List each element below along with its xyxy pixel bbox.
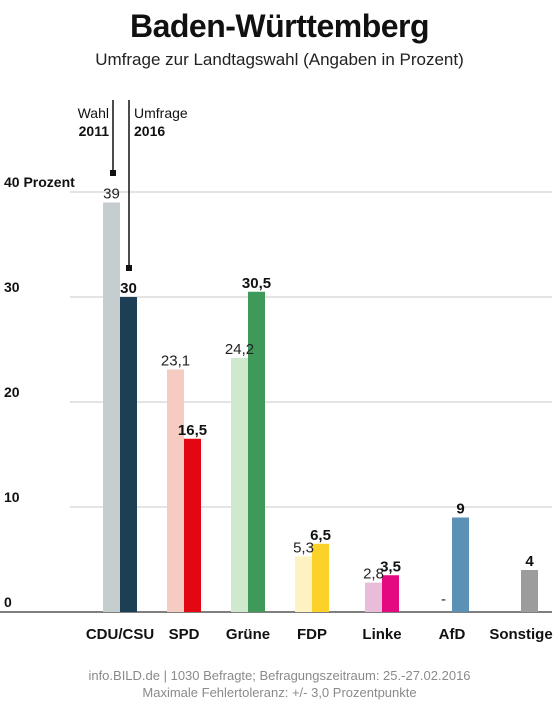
labels-layer: 39 30 CDU/CSU 23,1 16,5 SPD 24,2 30,5 Grüne 5,36,…: [86, 186, 553, 644]
bar-umfrage-2016: [452, 517, 469, 612]
legend: Wahl 2011 Umfrage 2016: [78, 100, 188, 271]
y-tick-label: 20: [4, 384, 20, 400]
chart-subtitle: Umfrage zur Landtagswahl (Angaben in Pro…: [95, 50, 464, 69]
data-label-umfrage-2016: 3,5: [380, 558, 401, 575]
data-label-wahl-2011: 24,2: [225, 341, 254, 358]
bar-umfrage-2016: [382, 575, 399, 612]
x-category-label: Grüne: [226, 626, 270, 643]
data-label-wahl-2011: 39: [103, 186, 120, 203]
bar-umfrage-2016: [312, 543, 329, 612]
bar-wahl-2011: [365, 582, 382, 612]
data-label-wahl-2011: 2,8: [363, 566, 384, 583]
data-label-umfrage-2016: 9: [456, 501, 464, 518]
legend-wahl-year: 2011: [79, 123, 110, 139]
legend-wahl-label: Wahl: [78, 105, 109, 121]
chart-title: Baden-Württemberg: [129, 8, 430, 44]
y-tick-label: 0: [4, 594, 12, 610]
bar-chart: 0 10 20 30 40 Prozent 39 30 CDU/CSU 23,1 16,5 SPD…: [0, 100, 553, 644]
legend-umfrage-year: 2016: [134, 123, 165, 139]
data-label-wahl-2011: 5,3: [293, 539, 314, 556]
footer-tolerance: Maximale Fehlertoleranz: +/- 3,0 Prozent…: [142, 685, 417, 700]
legend-wahl-marker: [110, 170, 116, 176]
bar-wahl-2011: [167, 369, 184, 612]
data-label-umfrage-2016: 30,5: [242, 275, 271, 292]
x-category-label: AfD: [439, 626, 466, 643]
bar-umfrage-2016: [521, 570, 538, 612]
bar-umfrage-2016: [120, 297, 137, 612]
legend-umfrage-label: Umfrage: [134, 105, 188, 121]
footer-source: info.BILD.de | 1030 Befragte; Befragungs…: [88, 668, 471, 683]
bar-wahl-2011: [231, 357, 248, 612]
data-label-umfrage-2016: 30: [120, 280, 137, 297]
data-label-wahl-2011: -: [441, 591, 446, 608]
y-tick-label: 10: [4, 489, 20, 505]
grid-layer: 0 10 20 30 40 Prozent: [0, 174, 552, 613]
x-category-label: Linke: [362, 626, 401, 643]
data-label-umfrage-2016: 6,5: [310, 527, 331, 544]
bar-umfrage-2016: [248, 291, 265, 612]
legend-umfrage-marker: [126, 265, 132, 271]
bar-wahl-2011: [295, 556, 312, 612]
x-category-label: Sonstige: [489, 626, 552, 643]
bars-layer: [103, 202, 538, 612]
data-label-umfrage-2016: 16,5: [178, 422, 207, 439]
data-label-umfrage-2016: 4: [525, 553, 534, 570]
x-category-label: CDU/CSU: [86, 626, 154, 643]
bar-wahl-2011: [103, 202, 120, 612]
y-tick-label: 40 Prozent: [4, 174, 75, 190]
x-category-label: FDP: [297, 626, 327, 643]
y-tick-label: 30: [4, 279, 20, 295]
bar-umfrage-2016: [184, 438, 201, 612]
data-label-wahl-2011: 23,1: [161, 352, 190, 369]
x-category-label: SPD: [169, 626, 200, 643]
